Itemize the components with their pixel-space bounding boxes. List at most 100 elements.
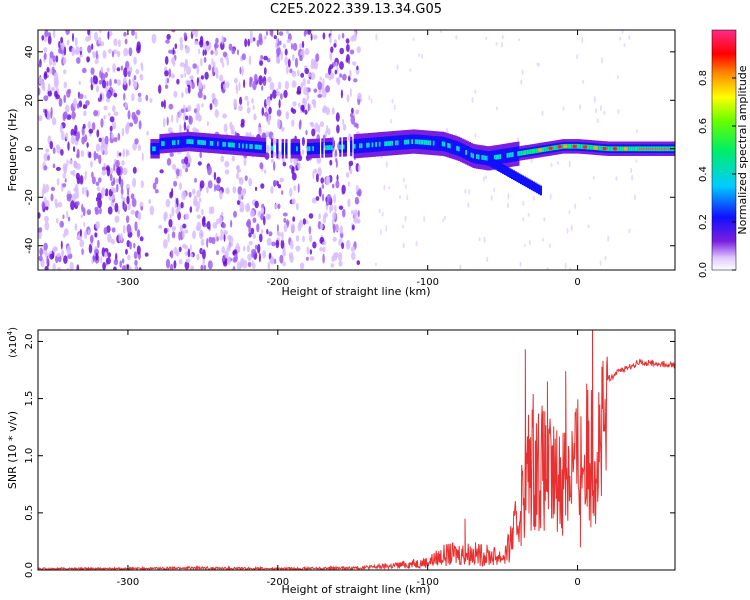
noise-speckle	[326, 194, 332, 202]
signal-core	[526, 149, 529, 155]
noise-speckle	[566, 227, 569, 234]
noise-speckle	[291, 198, 296, 205]
noise-speckle	[90, 83, 94, 91]
noise-speckle	[263, 55, 268, 61]
noise-speckle	[84, 174, 87, 180]
noise-speckle	[211, 66, 215, 76]
noise-speckle	[281, 231, 284, 241]
noise-speckle	[164, 56, 169, 65]
noise-speckle	[242, 259, 248, 269]
noise-speckle	[120, 193, 124, 200]
noise-speckle	[467, 202, 470, 208]
y-tick-label: -20	[24, 189, 35, 205]
noise-speckle	[318, 213, 321, 220]
noise-speckle	[53, 72, 59, 82]
noise-speckle	[38, 255, 43, 262]
noise-speckle	[322, 246, 326, 253]
noise-speckle	[305, 129, 308, 136]
signal-core	[416, 139, 419, 145]
noise-speckle	[93, 150, 97, 161]
noise-speckle	[89, 234, 94, 244]
signal-core	[440, 141, 443, 147]
signal-core	[598, 145, 601, 151]
noise-speckle	[58, 97, 63, 107]
signal-branch	[509, 168, 512, 178]
signal-core	[378, 141, 381, 147]
noise-speckle	[464, 188, 467, 194]
noise-speckle	[396, 64, 399, 71]
noise-speckle	[154, 177, 159, 185]
noise-speckle	[237, 49, 239, 56]
noise-speckle	[284, 80, 289, 90]
noise-speckle	[131, 197, 137, 208]
noise-speckle	[298, 43, 303, 49]
noise-speckle	[52, 61, 56, 66]
noise-speckle	[253, 113, 257, 121]
noise-speckle	[116, 166, 121, 176]
noise-speckle	[263, 169, 267, 174]
signal-core	[166, 140, 169, 146]
noise-speckle	[281, 190, 284, 195]
noise-speckle	[521, 69, 524, 76]
noise-speckle	[345, 38, 350, 44]
noise-speckle	[275, 239, 280, 249]
noise-speckle	[247, 261, 252, 268]
noise-speckle	[275, 37, 278, 45]
noise-speckle	[235, 84, 238, 91]
noise-speckle	[601, 57, 603, 64]
noise-speckle	[222, 256, 225, 262]
noise-speckle	[246, 107, 251, 114]
noise-speckle	[211, 93, 216, 100]
noise-speckle	[75, 201, 80, 206]
y-tick-label: 0.0	[24, 562, 35, 578]
noise-speckle	[186, 66, 191, 76]
noise-speckle	[95, 143, 101, 152]
signal-core	[276, 146, 279, 151]
noise-speckle	[261, 229, 264, 234]
noise-speckle	[310, 72, 316, 80]
noise-speckle	[202, 84, 206, 90]
signal-core	[522, 150, 525, 156]
noise-speckle	[507, 202, 509, 209]
noise-speckle	[220, 228, 223, 237]
noise-speckle	[69, 261, 74, 270]
signal-peak	[623, 147, 628, 151]
signal-core	[281, 146, 284, 152]
noise-speckle	[308, 225, 312, 235]
signal-core	[182, 139, 185, 145]
noise-speckle	[176, 78, 180, 85]
signal-core	[636, 146, 639, 152]
noise-speckle	[273, 138, 277, 146]
signal-core	[400, 140, 403, 145]
noise-speckle	[114, 49, 118, 54]
signal-branch	[487, 156, 490, 166]
signal-core	[470, 152, 473, 158]
noise-speckle	[564, 262, 567, 270]
noise-speckle	[95, 221, 100, 230]
noise-speckle	[125, 183, 130, 191]
noise-speckle	[306, 92, 309, 101]
noise-speckle	[192, 127, 197, 133]
noise-speckle	[263, 35, 267, 40]
noise-speckle	[549, 193, 552, 200]
noise-speckle	[259, 233, 263, 243]
signal-core	[154, 146, 157, 152]
noise-speckle	[140, 206, 143, 211]
noise-speckle	[86, 209, 92, 216]
noise-speckle	[518, 38, 520, 42]
signal-core	[368, 142, 371, 148]
noise-speckle	[180, 201, 184, 209]
noise-speckle	[196, 253, 200, 261]
noise-speckle	[70, 200, 75, 211]
snr-axes: -300 -200 -100 0 0.0 0.5 1.0 1.5 2.0	[24, 330, 675, 588]
noise-speckle	[104, 135, 109, 145]
noise-speckle	[134, 138, 139, 145]
signal-core	[429, 140, 432, 146]
noise-speckle	[45, 206, 49, 211]
noise-speckle	[247, 202, 250, 211]
noise-speckle	[351, 107, 354, 114]
noise-speckle	[192, 188, 196, 195]
noise-speckle	[192, 230, 196, 240]
signal-branch	[516, 172, 519, 183]
noise-speckle	[199, 151, 202, 159]
